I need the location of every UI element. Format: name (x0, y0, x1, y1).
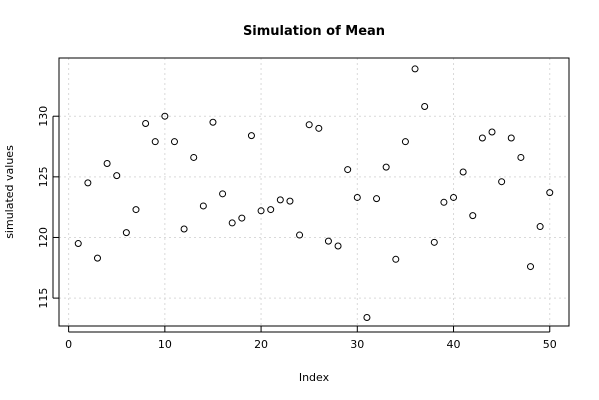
data-point (344, 166, 352, 174)
data-point (305, 121, 313, 129)
data-point (247, 132, 255, 140)
x-tick-label: 0 (65, 338, 72, 351)
y-axis-label: simulated values (3, 145, 16, 239)
data-point (132, 206, 140, 214)
y-tick-label: 130 (37, 106, 50, 127)
x-tick-label: 40 (447, 338, 461, 351)
data-point (469, 212, 477, 220)
data-point (151, 138, 159, 146)
data-point (113, 172, 121, 180)
data-point (74, 240, 82, 248)
data-point (161, 112, 169, 120)
data-point (209, 118, 217, 126)
y-tick-label: 115 (37, 288, 50, 309)
data-point (498, 178, 506, 186)
data-point (392, 255, 400, 263)
data-point (267, 206, 275, 214)
data-point (170, 138, 178, 146)
data-point (219, 190, 227, 198)
x-axis-label: Index (299, 371, 330, 384)
data-point (353, 193, 361, 201)
data-point (190, 153, 198, 161)
grid-lines (59, 58, 569, 326)
data-point (536, 223, 544, 231)
data-point (363, 314, 371, 322)
data-point (334, 242, 342, 250)
chart-title: Simulation of Mean (243, 24, 385, 39)
data-point (450, 193, 458, 201)
y-tick-label: 125 (37, 166, 50, 187)
data-point (421, 103, 429, 111)
data-point (459, 168, 467, 176)
data-point (238, 214, 246, 222)
data-point (84, 179, 92, 187)
data-point (324, 237, 332, 245)
data-point (527, 263, 535, 271)
x-tick-label: 50 (543, 338, 557, 351)
data-point (401, 138, 409, 146)
data-point (257, 207, 265, 215)
data-point (180, 225, 188, 233)
data-point (411, 65, 419, 73)
x-tick-label: 10 (158, 338, 172, 351)
data-point (382, 163, 390, 171)
data-points (74, 65, 554, 322)
data-point (315, 124, 323, 132)
data-point (478, 134, 486, 142)
data-point (103, 160, 111, 168)
data-point (546, 189, 554, 197)
data-point (286, 197, 294, 205)
data-point (199, 202, 207, 210)
plot-frame (58, 57, 570, 327)
data-point (430, 238, 438, 246)
data-point (276, 196, 284, 204)
x-axis: 0 10 20 30 40 50 (65, 326, 557, 351)
x-tick-label: 30 (350, 338, 364, 351)
data-point (142, 119, 150, 127)
data-point (440, 198, 448, 206)
data-point (373, 195, 381, 203)
y-tick-label: 120 (37, 227, 50, 248)
data-point (517, 153, 525, 161)
data-point (122, 229, 130, 237)
x-tick-label: 20 (254, 338, 268, 351)
data-point (93, 254, 101, 262)
data-point (228, 219, 236, 227)
data-point (507, 134, 515, 142)
data-point (296, 231, 304, 239)
y-axis: 115 120 125 130 (37, 106, 59, 309)
data-point (488, 128, 496, 136)
